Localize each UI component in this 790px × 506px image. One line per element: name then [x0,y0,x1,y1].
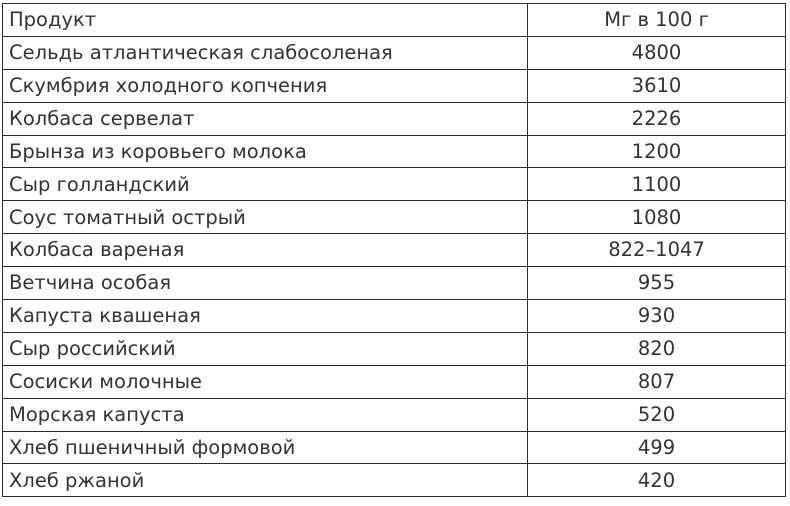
mg-value-cell: 1100 [527,167,786,202]
table-row: Хлеб ржаной 420 [2,463,786,498]
product-cell: Колбаса сервелат [2,101,528,136]
product-cell: Хлеб пшеничный формовой [2,430,528,465]
mg-value-cell: 1080 [527,200,786,235]
table-row: Капуста квашеная 930 [2,299,786,333]
product-cell: Брынза из коровьего молока [2,134,528,169]
mg-value-cell: 2226 [527,101,786,136]
product-cell: Сельдь атлантическая слабосоленая [2,35,528,70]
table-row: Брынза из коровьего молока 1200 [2,134,786,169]
table-row: Колбаса вареная 822–1047 [2,233,786,268]
mg-value-cell: 807 [527,364,786,399]
table-row: Сосиски молочные 807 [2,364,786,399]
mg-value-cell: 3610 [527,68,786,103]
table-row: Колбаса сервелат 2226 [2,101,786,136]
mg-value-cell: 955 [527,266,786,301]
table-row: Соус томатный острый 1080 [2,200,786,235]
product-cell: Морская капуста [2,397,528,432]
product-cell: Хлеб ржаной [2,463,528,498]
mg-value-cell: 1200 [527,134,786,169]
table-row: Морская капуста 520 [2,397,786,432]
table-row: Сельдь атлантическая слабосоленая 4800 [2,35,786,70]
product-cell: Сыр голландский [2,167,528,202]
table-row: Сыр голландский 1100 [2,167,786,202]
mg-value-cell: 820 [527,331,786,366]
product-cell: Капуста квашеная [2,299,528,333]
mg-value-cell: 499 [527,430,786,465]
mg-value-cell: 520 [527,397,786,432]
product-cell: Сосиски молочные [2,364,528,399]
table-row: Сыр российский 820 [2,331,786,366]
mg-value-cell: 930 [527,299,786,333]
mg-value-cell: 420 [527,463,786,498]
mg-value-cell: 4800 [527,35,786,70]
product-cell: Скумбрия холодного копчения [2,68,528,103]
product-cell: Колбаса вареная [2,233,528,268]
header-product: Продукт [2,3,528,37]
mg-value-cell: 822–1047 [527,233,786,268]
table-row: Хлеб пшеничный формовой 499 [2,430,786,465]
data-table: Продукт Мг в 100 г Сельдь атлантическая … [2,3,786,498]
product-cell: Ветчина особая [2,266,528,301]
header-mg: Мг в 100 г [527,3,786,37]
product-cell: Сыр российский [2,331,528,366]
product-cell: Соус томатный острый [2,200,528,235]
header-row: Продукт Мг в 100 г [2,3,786,37]
table-row: Ветчина особая 955 [2,266,786,301]
table-row: Скумбрия холодного копчения 3610 [2,68,786,103]
